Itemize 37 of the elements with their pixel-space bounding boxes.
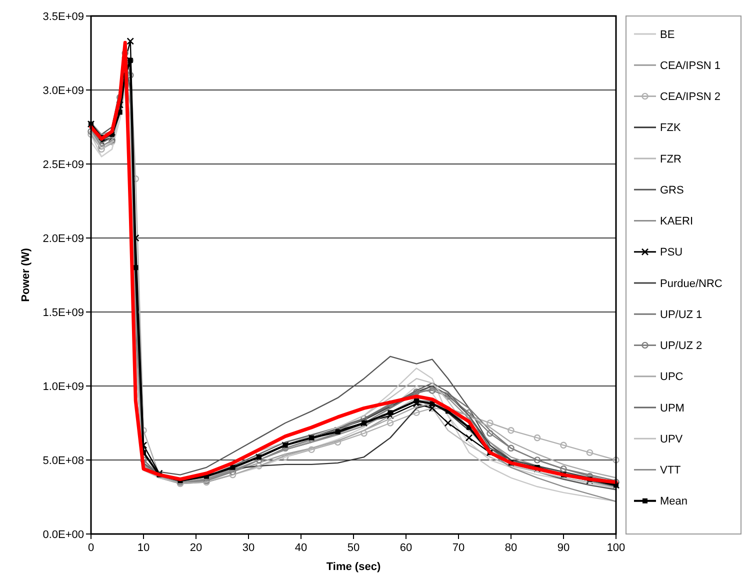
x-tick-label: 60	[400, 542, 412, 554]
legend-label: CEA/IPSN 1	[660, 60, 721, 72]
y-tick-label: 2.0E+09	[42, 232, 84, 245]
legend-label: VTT	[660, 464, 682, 477]
legend-label: CEA/IPSN 2	[660, 91, 721, 104]
x-tick-label: 30	[242, 542, 255, 554]
y-tick-label: 1.5E+09	[42, 306, 84, 319]
legend-label: Purdue/NRC	[660, 278, 722, 290]
legend-label: FZK	[660, 122, 682, 134]
x-tick-label: 90	[557, 542, 570, 554]
y-axis-title: Power (W)	[20, 248, 32, 302]
legend-label: UPV	[660, 433, 684, 446]
x-tick-label: 100	[606, 542, 626, 554]
x-tick-label: 10	[137, 542, 150, 554]
y-tick-label: 1.0E+09	[42, 380, 84, 393]
legend-label: UP/UZ 2	[660, 340, 702, 352]
legend-label: UPC	[660, 371, 684, 384]
legend-label: FZR	[660, 153, 682, 166]
x-tick-label: 80	[504, 542, 518, 554]
legend-label: UPM	[660, 402, 684, 414]
legend-label: BE	[660, 28, 675, 41]
x-tick-label: 20	[190, 542, 202, 554]
x-tick-label: 50	[347, 542, 360, 554]
legend-label: KAERI	[660, 216, 694, 228]
legend-label: UP/UZ 1	[660, 308, 702, 321]
y-tick-label: 0.0E+00	[42, 528, 84, 541]
legend-label: PSU	[660, 246, 683, 259]
y-tick-label: 3.5E+09	[42, 10, 84, 23]
y-tick-label: 3.0E+09	[42, 84, 84, 97]
y-tick-label: 5.0E+08	[42, 454, 84, 467]
x-tick-label: 70	[452, 542, 465, 554]
legend-label: GRS	[660, 184, 684, 196]
x-tick-label: 0	[88, 542, 94, 554]
x-axis-title: Time (sec)	[326, 561, 381, 573]
x-tick-label: 40	[294, 542, 308, 554]
y-tick-label: 2.5E+09	[42, 158, 84, 171]
legend-label: Mean	[660, 496, 688, 508]
